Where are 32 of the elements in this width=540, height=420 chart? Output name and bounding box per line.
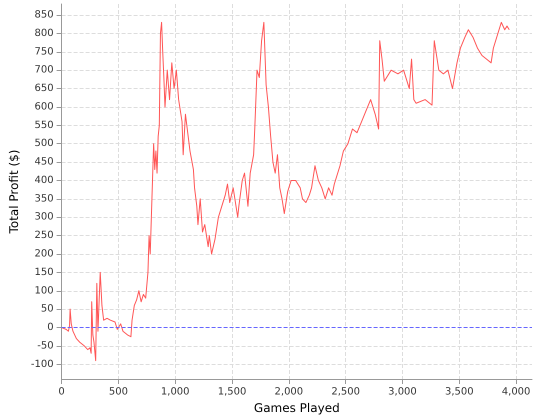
x-tick-label: 2,000 xyxy=(274,386,304,398)
y-tick-label: 600 xyxy=(34,101,54,112)
y-tick-label: 400 xyxy=(34,174,54,186)
y-tick-label: -100 xyxy=(30,358,54,370)
x-tick-label: 500 xyxy=(108,386,128,398)
y-tick-label: 700 xyxy=(34,64,54,76)
y-axis-title: Total Profit ($) xyxy=(7,150,21,234)
x-tick-label: 4,000 xyxy=(502,386,530,398)
y-tick-label: 50 xyxy=(40,304,54,315)
x-tick-label: 1,000 xyxy=(160,386,190,398)
x-tick-label: 2,500 xyxy=(331,386,360,398)
x-tick-label: 1,500 xyxy=(218,386,246,398)
y-tick-label: 100 xyxy=(34,285,54,296)
y-tick-label: 0 xyxy=(47,322,54,334)
y-tick-label: 750 xyxy=(34,46,54,58)
y-tick-label: 150 xyxy=(34,266,54,278)
y-tick-label: 800 xyxy=(34,28,54,39)
y-tick-label: 350 xyxy=(34,193,54,204)
y-tick-label: 200 xyxy=(34,248,54,260)
x-tick-label: 3,000 xyxy=(388,386,417,398)
y-tick-label: 450 xyxy=(34,156,54,168)
line-series xyxy=(61,22,510,362)
y-tick-label: 250 xyxy=(34,230,54,242)
y-tick-label: 650 xyxy=(34,83,54,94)
y-tick-label: 500 xyxy=(34,138,54,150)
y-tick-label: 850 xyxy=(34,10,54,21)
x-tick-label: 0 xyxy=(58,386,65,398)
y-tick-label: 300 xyxy=(34,212,54,223)
x-tick-label: 3,500 xyxy=(444,386,474,398)
y-tick-label: -50 xyxy=(37,340,54,352)
x-axis-title: Games Played xyxy=(254,400,340,415)
y-tick-label: 550 xyxy=(34,120,54,131)
